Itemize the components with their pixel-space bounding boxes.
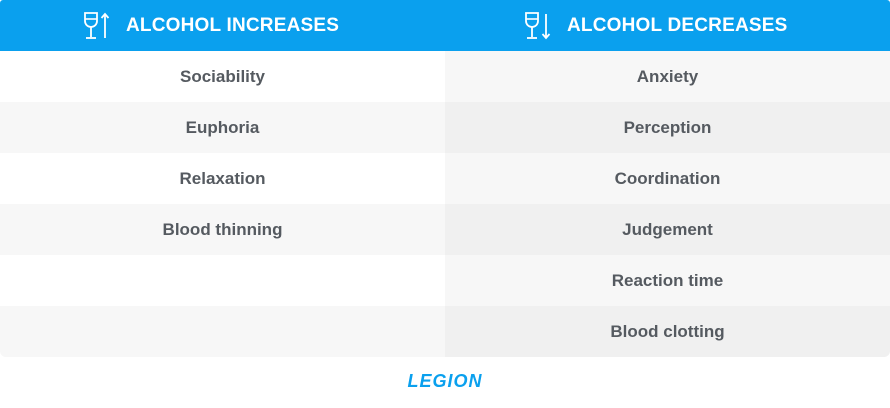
table-cell: Relaxation xyxy=(0,153,445,204)
wine-glass-arrow-up-icon xyxy=(82,10,110,42)
table-cell: Sociability xyxy=(0,51,445,102)
table-cell: Coordination xyxy=(445,153,890,204)
table-body: Sociability Euphoria Relaxation Blood th… xyxy=(0,51,890,357)
increases-column: Sociability Euphoria Relaxation Blood th… xyxy=(0,51,445,357)
table-cell: Perception xyxy=(445,102,890,153)
header-increases: ALCOHOL INCREASES xyxy=(0,0,445,51)
header-decreases-label: ALCOHOL DECREASES xyxy=(567,14,788,36)
table-cell xyxy=(0,255,445,306)
table-cell: Blood thinning xyxy=(0,204,445,255)
table-cell: Euphoria xyxy=(0,102,445,153)
decreases-column: Anxiety Perception Coordination Judgemen… xyxy=(445,51,890,357)
table-cell xyxy=(0,306,445,357)
table-cell: Judgement xyxy=(445,204,890,255)
logo-text: LEGION xyxy=(407,370,483,391)
table-cell: Anxiety xyxy=(445,51,890,102)
comparison-table: ALCOHOL INCREASES ALCOHOL DECREASES Soci… xyxy=(0,0,890,357)
table-cell: Reaction time xyxy=(445,255,890,306)
table-header: ALCOHOL INCREASES ALCOHOL DECREASES xyxy=(0,0,890,51)
table-cell: Blood clotting xyxy=(445,306,890,357)
header-decreases: ALCOHOL DECREASES xyxy=(445,0,890,51)
wine-glass-arrow-down-icon xyxy=(523,10,551,42)
header-increases-label: ALCOHOL INCREASES xyxy=(126,14,340,36)
legion-logo: LEGION xyxy=(390,370,500,392)
